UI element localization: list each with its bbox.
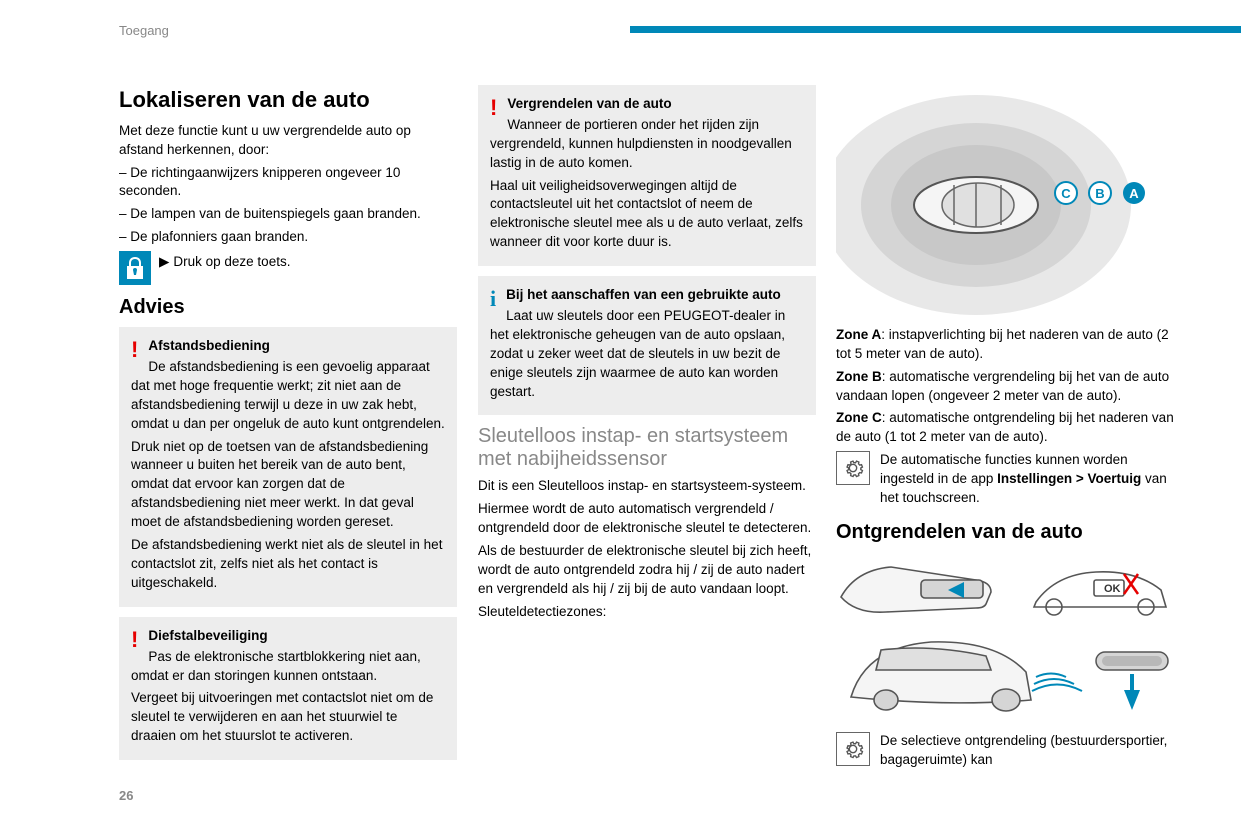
note-lock: ! Vergrendelen van de auto Wanneer de po… [478, 85, 816, 266]
bullet-1: – De richtingaanwijzers knipperen ongeve… [119, 164, 457, 202]
gear1-bold: Instellingen > Voertuig [997, 471, 1141, 486]
zone-b-text: : automatische vergrendeling bij het van… [836, 369, 1169, 403]
settings-note-1-text: De automatische functies kunnen worden i… [880, 451, 1174, 508]
heading-locate: Lokaliseren van de auto [119, 85, 457, 116]
lock-button-block: ▶ Druk op deze toets. [119, 251, 457, 285]
note-theft-p2: Vergeet bij uitvoeringen met contactslot… [131, 689, 445, 746]
intro-text: Met deze functie kunt u uw vergrendelde … [119, 122, 457, 160]
note-remote: ! Afstandsbediening De afstandsbediening… [119, 327, 457, 607]
unlock-diagram: OK [836, 552, 1174, 722]
warning-icon: ! [131, 629, 138, 651]
note-lock-p2: Haal uit veiligheidsoverwegingen altijd … [490, 177, 804, 253]
warning-icon: ! [131, 339, 138, 361]
bullet-2: – De lampen van de buitenspiegels gaan b… [119, 205, 457, 224]
keyless-p1: Dit is een Sleutelloos instap- en starts… [478, 477, 816, 496]
triangle-icon: ▶ [159, 253, 169, 272]
zone-a-letter: A [1129, 186, 1139, 201]
zone-a-desc: Zone A: instapverlichting bij het nadere… [836, 326, 1174, 364]
page-number: 26 [119, 787, 133, 805]
zone-c-letter: C [1061, 186, 1071, 201]
zone-b-letter: B [1095, 186, 1104, 201]
zone-a-text: : instapverlichting bij het naderen van … [836, 327, 1169, 361]
bullet-3: – De plafonniers gaan branden. [119, 228, 457, 247]
lock-icon [119, 251, 151, 285]
chapter-name: Toegang [119, 22, 169, 40]
note-lock-title: Vergrendelen van de auto [507, 96, 671, 111]
press-label: Druk op deze toets. [173, 254, 290, 269]
column-1: Lokaliseren van de auto Met deze functie… [119, 85, 457, 770]
gear-icon [836, 732, 870, 766]
note-used-car: i Bij het aanschaffen van een gebruikte … [478, 276, 816, 415]
column-3: C B A Zone A: instapverlichting bij het … [836, 85, 1174, 770]
note-theft-title: Diefstalbeveiliging [148, 628, 267, 643]
info-icon: i [490, 288, 496, 310]
zone-c-desc: Zone C: automatische ontgrendeling bij h… [836, 409, 1174, 447]
note-theft-p1: Pas de elektronische startblokkering nie… [131, 648, 445, 686]
column-2: ! Vergrendelen van de auto Wanneer de po… [478, 85, 816, 626]
note-remote-title: Afstandsbediening [148, 338, 270, 353]
keyless-p2: Hiermee wordt de auto automatisch vergre… [478, 500, 816, 538]
ok-label: OK [1104, 583, 1121, 595]
zone-c-label: Zone C [836, 410, 882, 425]
note-used-p1: Laat uw sleutels door een PEUGEOT-dealer… [490, 307, 804, 401]
keyless-p4: Sleuteldetectiezones: [478, 603, 816, 622]
heading-unlock: Ontgrendelen van de auto [836, 518, 1174, 546]
zone-b-desc: Zone B: automatische vergrendeling bij h… [836, 368, 1174, 406]
note-used-title: Bij het aanschaffen van een gebruikte au… [506, 287, 781, 302]
settings-note-2: De selectieve ontgrendeling (bestuurders… [836, 732, 1174, 770]
heading-advice: Advies [119, 293, 457, 321]
note-remote-p2: Druk niet op de toetsen van de afstandsb… [131, 438, 445, 532]
warning-icon: ! [490, 97, 497, 119]
settings-note-1: De automatische functies kunnen worden i… [836, 451, 1174, 508]
subheading-keyless: Sleutelloos instap- en startsysteem met … [478, 425, 816, 471]
settings-note-2-text: De selectieve ontgrendeling (bestuurders… [880, 732, 1174, 770]
header-accent-bar [630, 26, 1241, 33]
zone-diagram: C B A [836, 85, 1174, 320]
note-remote-p3: De afstandsbediening werkt niet als de s… [131, 536, 445, 593]
zone-c-text: : automatische ontgrendeling bij het nad… [836, 410, 1174, 444]
gear-icon [836, 451, 870, 485]
note-lock-p1: Wanneer de portieren onder het rijden zi… [490, 116, 804, 173]
note-theft: ! Diefstalbeveiliging Pas de elektronisc… [119, 617, 457, 760]
keyless-p3: Als de bestuurder de elektronische sleut… [478, 542, 816, 599]
zone-b-label: Zone B [836, 369, 882, 384]
zone-a-label: Zone A [836, 327, 881, 342]
note-remote-p1: De afstandsbediening is een gevoelig app… [131, 358, 445, 434]
press-button-text: ▶ Druk op deze toets. [159, 251, 290, 272]
